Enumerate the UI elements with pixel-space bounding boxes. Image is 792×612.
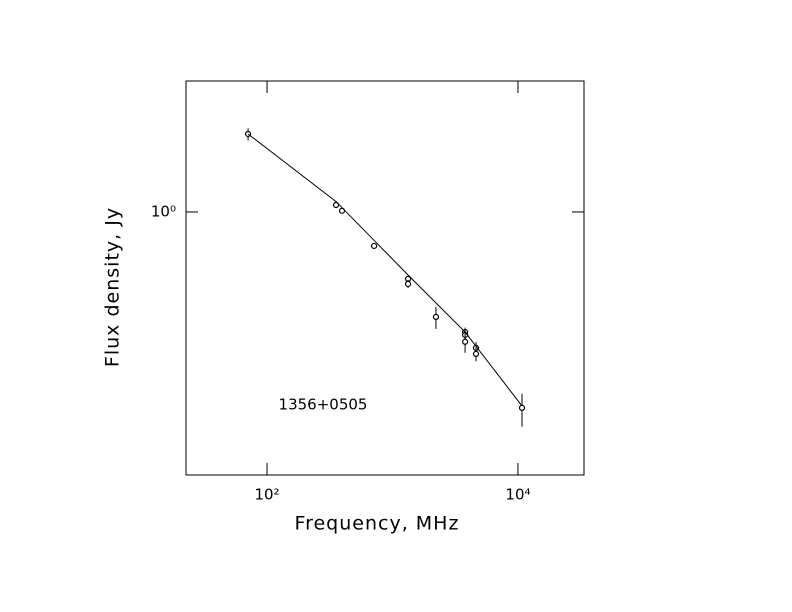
fit-line <box>247 133 523 407</box>
annotation: 1356+0505 <box>279 396 368 414</box>
data-point <box>518 404 526 411</box>
x-axis-label: Frequency, MHz <box>295 513 460 535</box>
data-point <box>472 350 480 358</box>
data-point <box>404 280 412 288</box>
data-point <box>461 338 469 345</box>
plot-frame <box>185 80 585 476</box>
data-point <box>370 242 378 250</box>
data-point <box>332 201 340 209</box>
x-tick-label: 10⁴ <box>505 486 530 504</box>
y-tick-label: 10⁰ <box>151 202 176 220</box>
y-axis-label: Flux density, Jy <box>102 207 124 367</box>
data-point <box>432 313 440 320</box>
x-tick-label: 10² <box>254 486 279 504</box>
